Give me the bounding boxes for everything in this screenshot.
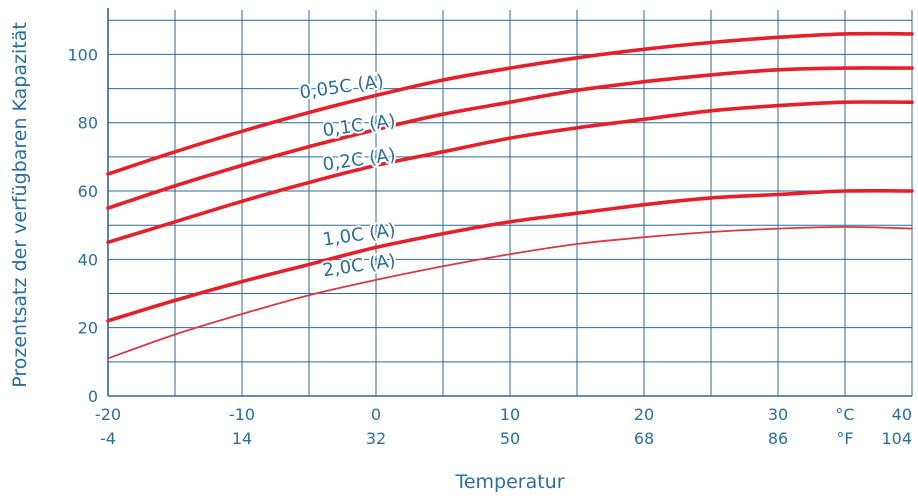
- x-tick-label-celsius: 10: [500, 405, 520, 424]
- x-tick-label-celsius: 0: [371, 405, 381, 424]
- x-tick-label-fahrenheit: 32: [366, 429, 386, 448]
- x-tick-label-fahrenheit: 50: [500, 429, 520, 448]
- x-tick-label-celsius: 30: [768, 405, 788, 424]
- y-tick-label: 100: [67, 45, 98, 64]
- series-lines: [106, 31, 914, 360]
- y-tick-label: 40: [78, 250, 98, 269]
- x-tick-label-celsius: -10: [229, 405, 255, 424]
- x-tick-label-fahrenheit: 104: [881, 429, 912, 448]
- x-tick-label-fahrenheit: 68: [634, 429, 654, 448]
- series-annotation-0-05c-a: 0,05C (A): [298, 71, 385, 104]
- series-line-0-05c-a: [106, 31, 914, 176]
- unit-celsius-label: °C: [835, 405, 854, 424]
- series-line-2-0c-a: [107, 226, 913, 360]
- x-tick-label-celsius: 20: [634, 405, 654, 424]
- series-annotation-2-0c-a: 2,0C (A): [321, 250, 396, 281]
- unit-fahrenheit-label: °F: [836, 429, 853, 448]
- y-tick-label: 0: [88, 387, 98, 406]
- series-line-1-0c-a: [106, 188, 914, 323]
- axis-ticks: 0 20 40 60 80 100 -20 -4 -10 14 0 32 10 50 20 68 30 86 40 1…: [67, 45, 912, 448]
- x-tick-label-celsius: 40: [892, 405, 912, 424]
- x-axis-label: Temperatur: [454, 471, 564, 493]
- y-tick-label: 60: [78, 182, 98, 201]
- x-tick-label-fahrenheit: 86: [768, 429, 788, 448]
- x-tick-label-celsius: -20: [95, 405, 121, 424]
- series-line-0-2c-a: [106, 100, 914, 245]
- y-axis-label: Prozentsatz der verfügbaren Kapazität: [9, 22, 31, 388]
- series-line-0-1c-a: [106, 66, 914, 210]
- y-tick-label: 20: [78, 319, 98, 338]
- x-tick-label-fahrenheit: -4: [100, 429, 116, 448]
- x-tick-label-fahrenheit: 14: [232, 429, 252, 448]
- grid: [107, 8, 913, 397]
- series-annotation-0-1c-a: 0,1C (A): [321, 110, 396, 141]
- y-tick-label: 80: [78, 114, 98, 133]
